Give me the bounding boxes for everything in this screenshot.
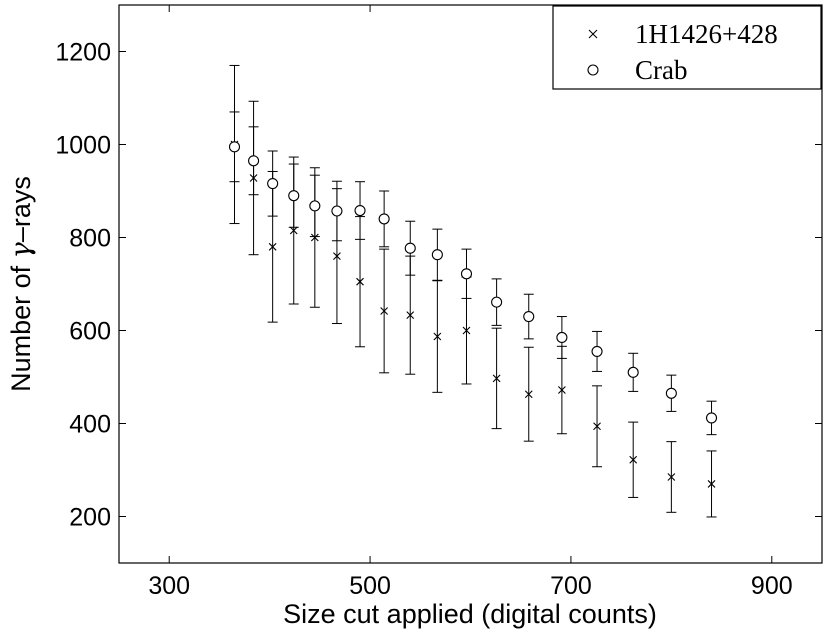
cross-stroke	[593, 422, 601, 431]
data-point-cross	[310, 233, 319, 242]
data-point-cross	[629, 455, 638, 464]
data-point-circle	[331, 205, 343, 217]
legend-label-1h1426: 1H1426+428	[635, 19, 778, 49]
y-tick-label: 1200	[55, 39, 111, 67]
cross-stroke	[289, 226, 298, 235]
data-point-circle	[288, 190, 300, 202]
cross-stroke	[524, 390, 533, 399]
y-tick-label: 800	[69, 225, 111, 253]
data-series	[228, 64, 718, 518]
cross-stroke	[380, 307, 389, 315]
cross-stroke	[492, 374, 501, 383]
axis-ticks	[119, 5, 822, 563]
y-axis-label-suffix: –rays	[6, 176, 36, 242]
data-point-cross	[333, 252, 341, 260]
data-point-cross	[593, 422, 601, 431]
x-tick-label: 300	[148, 572, 190, 600]
data-point-circle	[404, 242, 416, 254]
y-axis-label-prefix: Number of	[6, 258, 36, 392]
data-point-circle	[591, 345, 603, 357]
series-crab	[228, 111, 718, 436]
data-point-circle	[228, 141, 241, 153]
data-point-circle	[309, 200, 321, 212]
data-point-cross	[406, 311, 415, 320]
data-point-cross	[268, 242, 277, 251]
cross-stroke	[356, 277, 364, 286]
data-point-cross	[667, 473, 676, 481]
series-1h1426	[229, 64, 717, 518]
cross-stroke	[268, 242, 277, 251]
cross-stroke	[310, 233, 319, 242]
legend-label-crab: Crab	[635, 55, 687, 85]
x-axis-label: Size cut applied (digital counts)	[283, 599, 657, 629]
y-tick-label: 600	[69, 318, 111, 346]
y-tick-label: 200	[69, 504, 111, 532]
data-point-circle	[556, 331, 568, 344]
cross-stroke	[406, 311, 415, 320]
plot-area-frame	[118, 4, 823, 564]
data-point-cross	[289, 226, 298, 235]
cross-stroke	[333, 252, 341, 260]
data-point-cross	[558, 386, 566, 394]
y-tick-label: 1000	[55, 132, 111, 160]
cross-stroke	[707, 480, 716, 488]
data-point-circle	[705, 412, 718, 424]
data-point-circle	[491, 296, 503, 308]
data-point-circle	[627, 366, 639, 378]
legend-marker-circle	[587, 64, 599, 76]
y-tick-label: 400	[69, 411, 111, 439]
data-point-cross	[707, 480, 716, 488]
x-tick-label: 700	[550, 572, 592, 600]
legend-box	[552, 5, 822, 90]
y-axis-label: Number of γ–rays	[6, 176, 37, 392]
data-point-cross	[380, 307, 389, 315]
axis-tick-labels: 300 500 700 900 200 400 600 800 1000 1200	[55, 39, 792, 601]
data-point-circle	[431, 249, 443, 261]
cross-stroke	[558, 386, 566, 394]
data-point-circle	[460, 268, 473, 280]
data-point-circle	[378, 213, 390, 225]
legend-marker-cross	[588, 29, 598, 39]
data-point-circle	[665, 387, 677, 399]
data-point-cross	[524, 390, 533, 399]
data-point-cross	[492, 374, 501, 383]
data-point-circle	[248, 155, 260, 167]
cross-stroke	[433, 332, 442, 341]
cross-stroke	[629, 455, 638, 464]
data-point-circle	[523, 310, 535, 323]
legend: 1H1426+428 Crab	[552, 5, 822, 90]
data-point-circle	[354, 204, 366, 217]
x-tick-label: 900	[751, 572, 793, 600]
cross-stroke	[667, 473, 676, 481]
data-point-cross	[462, 326, 471, 335]
y-axis-label-symbol: γ	[6, 241, 37, 258]
data-point-cross	[433, 332, 442, 341]
data-point-cross	[356, 277, 364, 286]
cross-stroke	[462, 326, 471, 335]
data-point-circle	[267, 178, 279, 190]
x-tick-label: 500	[349, 572, 391, 600]
